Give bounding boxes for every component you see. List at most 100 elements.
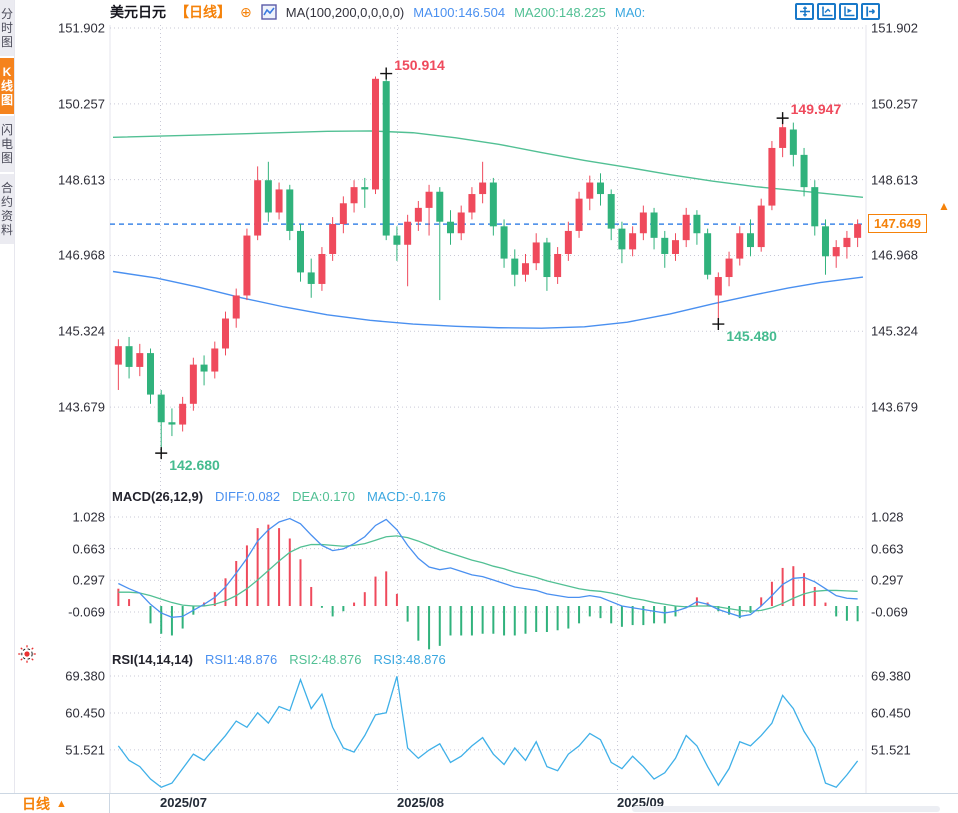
candle-body [639,212,647,234]
diff-line [118,517,858,618]
candle-body [511,258,519,275]
period-up-arrow-icon: ▲ [56,798,67,810]
chart-type-icon[interactable] [261,4,277,20]
candle-body [789,129,797,155]
macd-value-label: MACD:-0.176 [366,489,446,504]
candle-body [446,221,454,234]
candle-body [554,253,562,278]
extreme-cross-marker [776,112,789,125]
candle-body [361,187,369,190]
rsi1-value-label: RSI1:48.876 [204,652,278,667]
candle-body [779,127,787,148]
ma100-value-label: MA100:146.504 [413,4,506,20]
period-tag[interactable]: 【日线】 [175,4,231,20]
candle-body [404,221,412,245]
candle-body [136,353,144,367]
candle-body [157,394,165,423]
candle-body [264,180,272,213]
sidebar-item-flash-chart[interactable]: 闪电图 [0,116,14,172]
candle-body [521,263,529,275]
rsi-line [117,676,859,789]
candle-body [318,253,326,284]
candle-body [714,277,722,296]
candle-body [350,187,358,204]
macd-panel-header: MACD(26,12,9) DIFF:0.082 DEA:0.170 MACD:… [112,489,446,504]
current-price-tag: 147.649 [868,214,927,233]
diff-value-label: DIFF:0.082 [215,489,281,504]
candle-body [232,295,240,319]
candle-body [757,205,765,248]
candle-body [629,233,637,250]
candle-body [286,189,294,231]
exit-right-icon[interactable] [861,3,880,20]
candle-body [146,353,154,395]
candle-body [296,230,304,273]
candle-body [650,212,658,238]
candle-body [821,226,829,257]
macd-formula-label: MACD(26,12,9) [112,489,204,504]
candle-body [468,194,476,213]
candle-body [682,214,690,241]
candle-body [339,203,347,225]
candle-body [329,224,337,254]
candle-body [618,228,626,250]
candle-body [543,242,551,278]
crosshair-pan-icon[interactable] [795,3,814,20]
candle-body [371,78,379,190]
extreme-cross-marker [712,318,725,331]
candle-body [254,180,262,236]
candle-body [125,346,133,367]
horizontal-scrollbar[interactable] [632,806,940,812]
sidebar-item-time-chart[interactable]: 分时图 [0,0,14,56]
candle-body [596,182,604,195]
sidebar-item-contract-info[interactable]: 合约资料 [0,174,14,244]
candle-body [200,364,208,372]
candle-body [500,226,508,259]
sun-marker-icon[interactable] [17,644,37,669]
candle-body [382,81,390,236]
rsi-panel-header: RSI(14,14,14) RSI1:48.876 RSI2:48.876 RS… [112,652,446,667]
candle-body [704,233,712,275]
dea-value-label: DEA:0.170 [292,489,355,504]
candle-body [607,194,615,229]
x-axis-label: 2025/07 [160,795,207,810]
candle-body [564,230,572,254]
candle-body [179,403,187,425]
price-up-arrow-icon: ▲ [938,199,950,213]
candle-body [425,191,433,208]
rsi2-value-label: RSI2:48.876 [289,652,362,667]
candle-body [114,346,122,365]
candle-body [211,348,219,372]
candle-body [307,272,315,284]
sidebar-item-candlestick-chart[interactable]: K线图 [0,58,14,114]
add-indicator-icon[interactable]: ⊕ [240,4,252,20]
x-axis-label: 2025/08 [397,795,444,810]
candle-body [414,207,422,222]
symbol-title: 美元日元 [110,4,166,20]
candle-body [811,187,819,227]
candle-body [457,212,465,234]
candle-body [725,258,733,278]
candle-body [479,182,487,195]
ma200-value-label: MA200:148.225 [514,4,606,20]
candle-body [575,198,583,231]
period-selector[interactable]: 日线 ▲ [0,794,110,813]
candle-body [671,240,679,254]
left-sidebar: 分时图 K线图 闪电图 合约资料 [0,0,15,813]
chart-header: 美元日元 【日线】 ⊕ MA(100,200,0,0,0,0) MA100:14… [110,2,645,22]
candle-body [661,237,669,254]
x-axis-play-icon[interactable] [839,3,858,20]
candle-body [189,364,197,404]
ma-formula-label: MA(100,200,0,0,0,0) [285,4,405,20]
candle-body [275,189,283,213]
rsi3-value-label: RSI3:48.876 [373,652,446,667]
candle-body [586,182,594,199]
rsi-formula-label: RSI(14,14,14) [112,652,193,667]
candle-body [489,182,497,227]
candle-body [393,235,401,245]
y-axis-scale-icon[interactable] [817,3,836,20]
ma0-value-label: MA0: [614,4,646,20]
candle-body [843,237,851,248]
